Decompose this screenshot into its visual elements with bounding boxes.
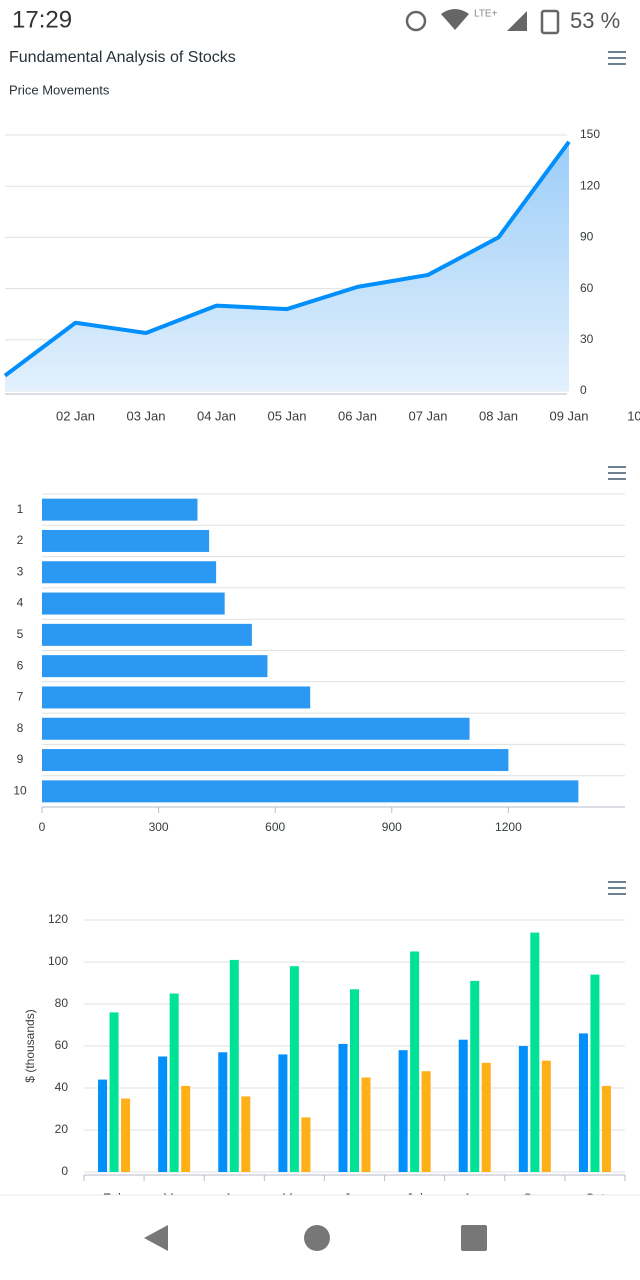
home-button[interactable] (304, 1225, 330, 1251)
x-tick-label: 03 Jan (126, 408, 165, 423)
y-tick-label: 60 (55, 1038, 69, 1052)
x-tick-label: 1200 (495, 820, 522, 834)
bar (518, 1046, 528, 1172)
bar (42, 561, 217, 584)
y-tick-label: 20 (55, 1122, 69, 1136)
nav-bar (0, 1194, 640, 1280)
bar (181, 1085, 191, 1172)
x-tick-label: 600 (265, 820, 285, 834)
chart-menu[interactable] (608, 881, 626, 895)
x-tick-label: 06 Jan (338, 408, 377, 423)
bar (98, 1079, 108, 1172)
x-tick-label: 07 Jan (408, 408, 447, 423)
bar (42, 717, 470, 740)
x-tick-label: 300 (149, 820, 169, 834)
y-tick-label: 120 (48, 912, 68, 926)
bar (590, 974, 600, 1172)
y-tick-label: 90 (580, 230, 594, 244)
bar (158, 1056, 168, 1172)
y-tick-label: 80 (55, 996, 69, 1010)
bar (278, 1054, 288, 1172)
bar (42, 529, 210, 552)
bar (530, 932, 540, 1172)
recents-button[interactable] (461, 1225, 487, 1251)
bar (42, 655, 268, 678)
bar (218, 1052, 228, 1172)
bar (601, 1085, 611, 1172)
bar (398, 1050, 408, 1172)
bar (241, 1096, 251, 1172)
bar (42, 749, 509, 772)
network-type: LTE+ (474, 9, 498, 20)
y-tick-label: 0 (580, 383, 587, 397)
y-tick-label: 120 (580, 178, 600, 192)
x-tick-label: 10 J (627, 408, 640, 423)
x-tick-label: 900 (382, 820, 402, 834)
bar (109, 1012, 119, 1172)
bar (338, 1043, 348, 1172)
bar (301, 1117, 311, 1172)
y-tick-label: 60 (580, 281, 594, 295)
clock: 17:29 (12, 6, 72, 33)
bar (42, 498, 198, 521)
y-tick-label: 1 (17, 502, 24, 516)
bar (289, 966, 299, 1172)
bar (481, 1062, 491, 1172)
bar (410, 951, 420, 1172)
y-tick-label: 9 (17, 752, 24, 766)
y-tick-label: 3 (17, 564, 24, 578)
signal-icon (507, 11, 527, 31)
y-tick-label: 4 (17, 596, 24, 610)
y-tick-label: 0 (61, 1164, 68, 1178)
status-bar: 17:29 LTE+ 53 % (12, 6, 620, 35)
bar (350, 989, 359, 1172)
bar (229, 959, 239, 1172)
bar (42, 686, 311, 709)
bar (470, 980, 480, 1172)
chart-menu[interactable] (608, 466, 626, 480)
y-tick-label: 40 (55, 1080, 69, 1094)
x-tick-label: 02 Jan (56, 408, 95, 423)
bar (458, 1039, 468, 1172)
x-tick-label: 0 (39, 820, 46, 834)
price-line (3, 140, 571, 378)
bar (42, 623, 252, 646)
y-tick-label: 5 (17, 627, 24, 641)
x-tick-label: 09 Jan (549, 408, 588, 423)
y-axis-title: $ (thousands) (23, 1009, 37, 1082)
x-tick-label: 04 Jan (197, 408, 236, 423)
y-tick-label: 8 (17, 721, 24, 735)
y-tick-label: 30 (580, 332, 594, 346)
wifi-icon (441, 9, 469, 30)
y-tick-label: 100 (48, 954, 68, 968)
app-title: Fundamental Analysis of Stocks (9, 49, 236, 66)
bar (121, 1098, 131, 1172)
bar (361, 1077, 371, 1172)
y-tick-label: 6 (17, 658, 24, 672)
bar (541, 1060, 551, 1172)
alarm-icon (405, 10, 427, 32)
chart-menu[interactable] (608, 51, 626, 65)
bar (169, 993, 179, 1172)
bar (578, 1033, 588, 1172)
y-tick-label: 150 (580, 127, 600, 141)
bar (42, 780, 579, 803)
x-tick-label: 05 Jan (267, 408, 306, 423)
y-tick-label: 2 (17, 533, 24, 547)
bar (42, 592, 225, 615)
battery-level: 53 % (570, 8, 620, 33)
bar (421, 1071, 431, 1172)
x-tick-label: 08 Jan (479, 408, 518, 423)
back-button[interactable] (144, 1225, 168, 1251)
y-tick-label: 10 (13, 784, 27, 798)
chart-subtitle: Price Movements (9, 82, 110, 97)
y-tick-label: 7 (17, 690, 24, 704)
area-fill (5, 141, 569, 391)
battery-icon (540, 9, 560, 35)
